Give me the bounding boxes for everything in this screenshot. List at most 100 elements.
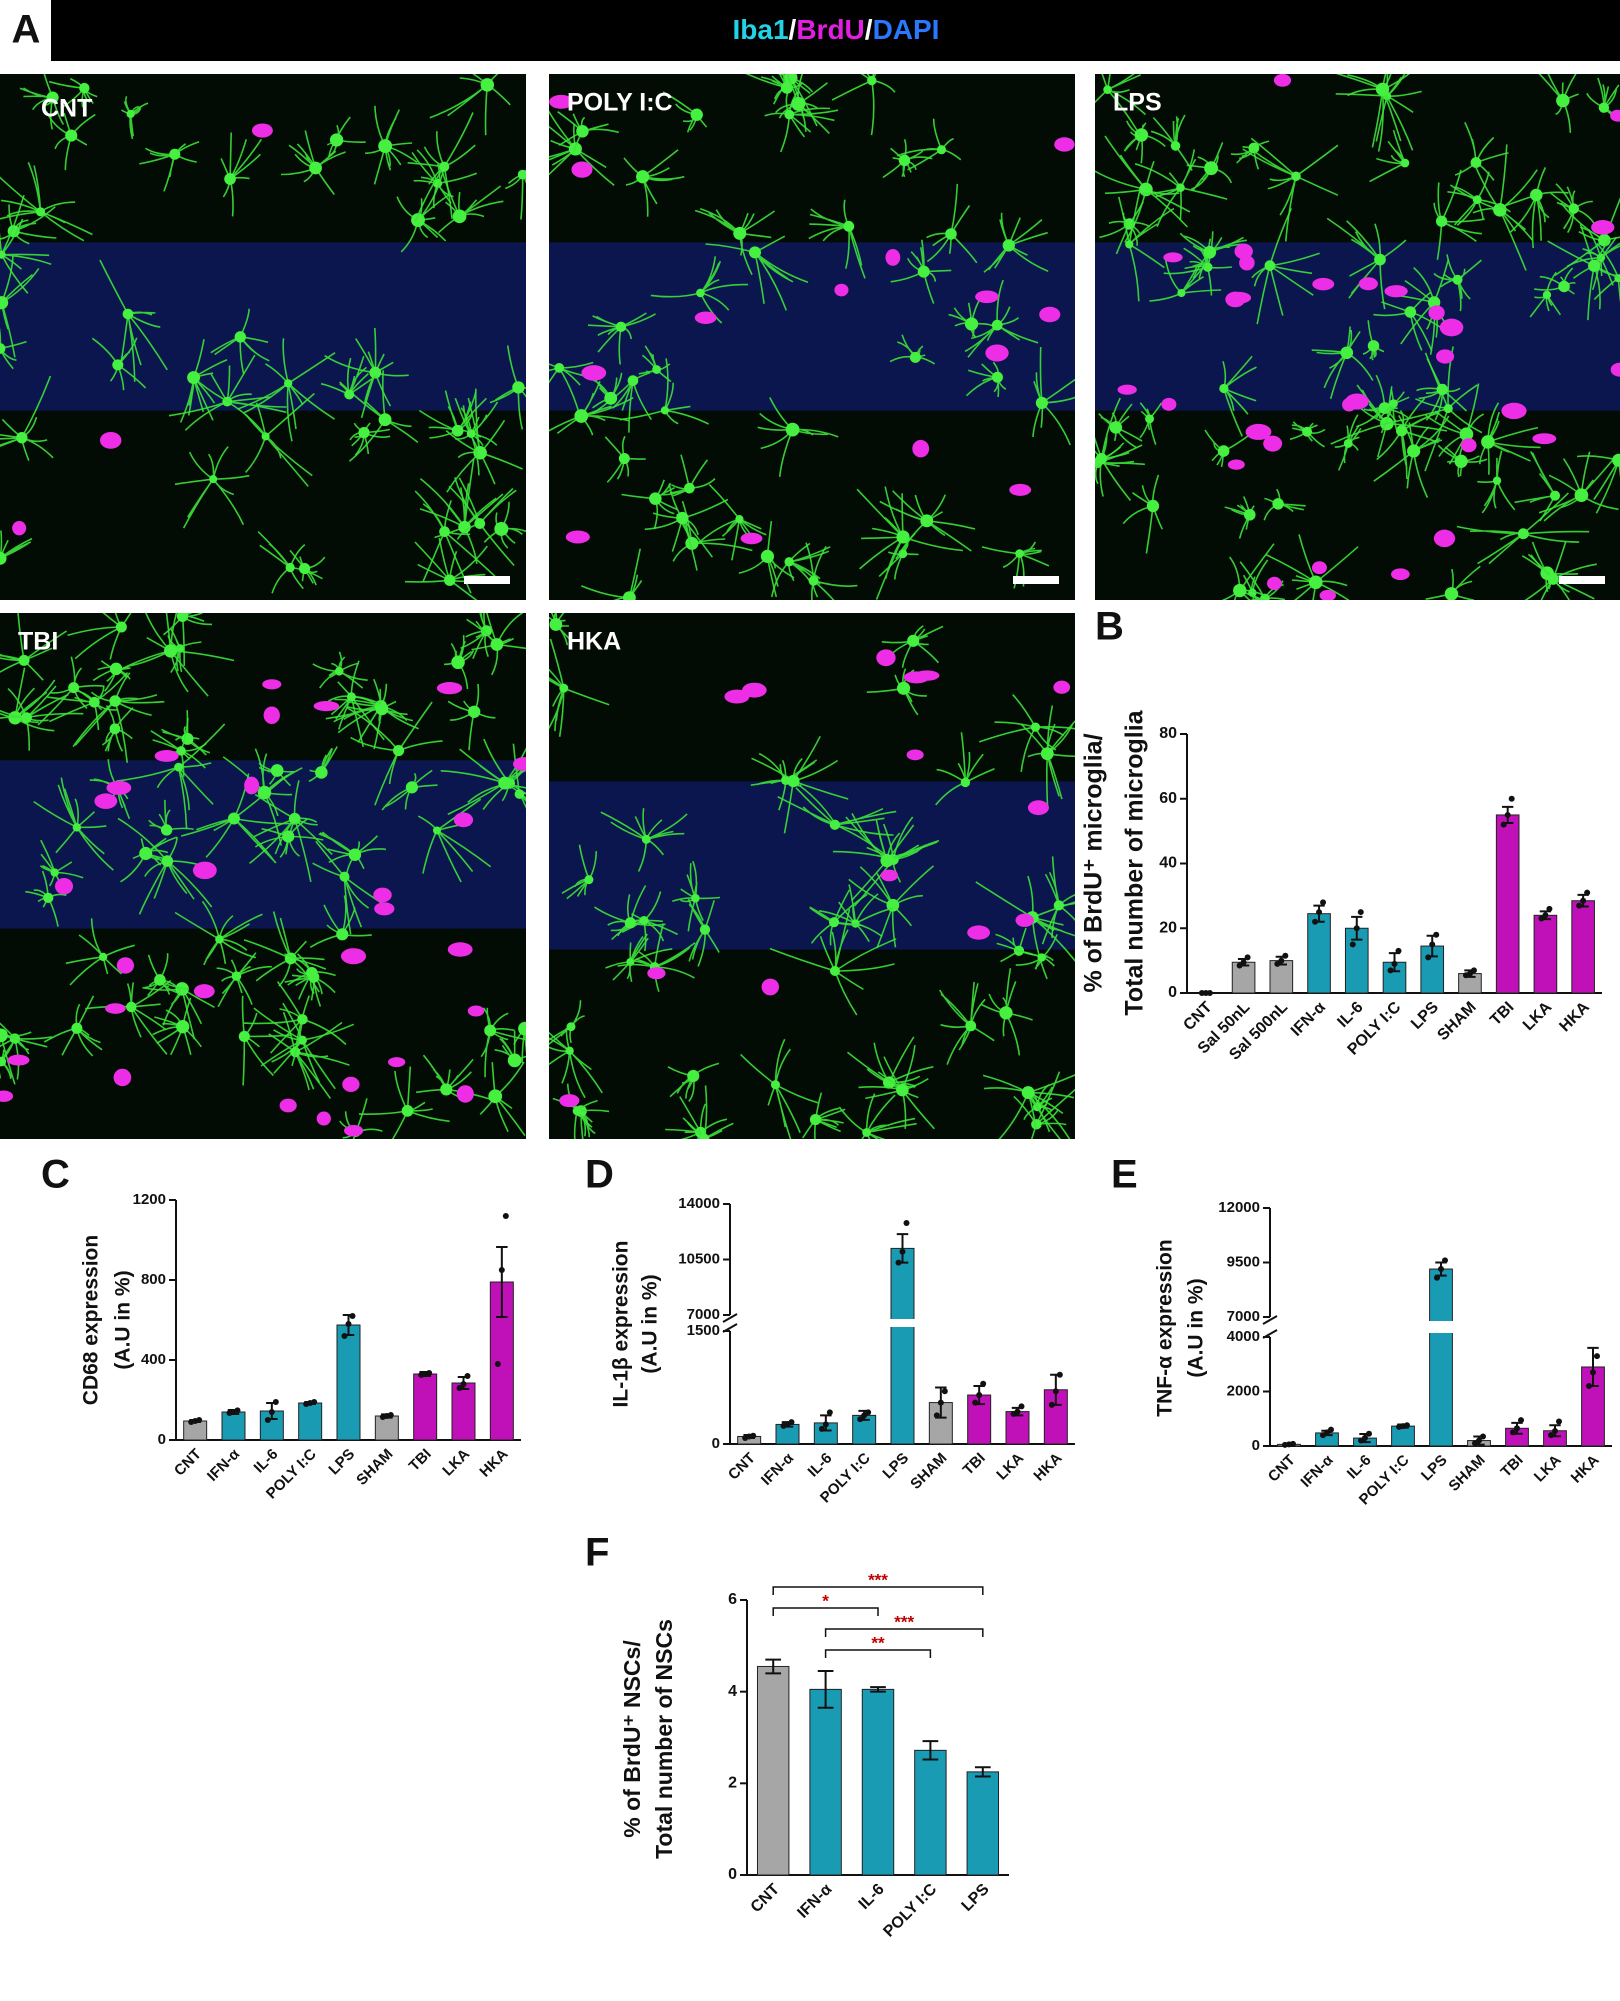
microglia-soma xyxy=(480,625,492,637)
microglia-soma xyxy=(517,169,526,180)
microglia-soma xyxy=(696,288,705,298)
microglia xyxy=(220,132,263,217)
microglia xyxy=(142,986,215,1040)
microglia xyxy=(67,613,132,660)
microglia-soma xyxy=(1407,444,1421,458)
data-point xyxy=(1048,1401,1055,1408)
microglia-soma xyxy=(1367,340,1380,352)
microglia-soma xyxy=(109,695,121,707)
microglia xyxy=(549,1027,603,1099)
brdu-nucleus xyxy=(1345,393,1369,410)
microglia xyxy=(557,111,620,154)
microglia xyxy=(1593,242,1620,303)
significance-bracket xyxy=(824,1628,984,1637)
microglia xyxy=(856,486,963,600)
x-tick-label: IFN-α xyxy=(1288,999,1329,1040)
data-point xyxy=(1552,1428,1558,1435)
microglia-soma xyxy=(1248,142,1260,154)
brdu-nucleus xyxy=(571,161,593,178)
microglia xyxy=(935,732,995,806)
brdu-nucleus xyxy=(1428,305,1445,321)
bar xyxy=(756,1665,790,1876)
error-bar xyxy=(817,1670,834,1709)
y-axis-label: Total number of NSCs xyxy=(651,1619,677,1859)
microglia xyxy=(983,212,1049,273)
microglia xyxy=(91,337,147,391)
microglia-soma xyxy=(896,1083,909,1097)
microglia-soma xyxy=(18,654,30,666)
significance-label: ** xyxy=(871,1633,885,1652)
microglia-soma xyxy=(1547,573,1559,585)
microglia-soma xyxy=(1145,414,1155,424)
data-point xyxy=(1353,925,1360,932)
y-axis-label: Total number of microglia xyxy=(1121,709,1149,1015)
microglia xyxy=(320,355,377,396)
error-bar xyxy=(922,1740,939,1761)
microglia-soma xyxy=(1612,453,1620,467)
microglia-soma xyxy=(780,81,794,94)
microglia xyxy=(45,110,96,171)
brdu-nucleus xyxy=(559,1094,580,1108)
data-point xyxy=(1438,1266,1444,1273)
microglia-soma xyxy=(1204,161,1219,176)
x-tick-label: SHAM xyxy=(1445,1452,1488,1495)
brdu-nucleus xyxy=(876,649,896,667)
data-point xyxy=(1476,1437,1482,1444)
panel-label: F xyxy=(585,1531,609,1575)
error-bar xyxy=(496,1246,508,1318)
data-point xyxy=(788,1419,795,1426)
microglia-soma xyxy=(498,776,512,790)
microglia-soma xyxy=(1031,1119,1042,1130)
microglia xyxy=(1013,1071,1075,1139)
data-point xyxy=(980,1380,987,1387)
microglia-soma xyxy=(1125,240,1134,249)
brdu-nucleus xyxy=(1161,397,1177,411)
microglia-soma xyxy=(0,1028,8,1043)
x-tick-label: SHAM xyxy=(353,1446,396,1489)
microglia-soma xyxy=(126,1001,137,1013)
microglia-soma xyxy=(1404,306,1417,318)
brdu-nucleus xyxy=(106,780,132,795)
data-point xyxy=(1052,1388,1059,1395)
panel-label: D xyxy=(585,1153,614,1197)
data-point xyxy=(1425,954,1432,961)
microglia-soma xyxy=(339,871,350,882)
x-tick-label: IFN-α xyxy=(758,1449,798,1489)
microglia xyxy=(549,361,594,415)
header-title: Iba1/BrdU/DAPI xyxy=(733,14,940,45)
data-point xyxy=(464,1373,471,1379)
micrograph xyxy=(0,613,526,1139)
brdu-nucleus xyxy=(1358,277,1378,291)
significance-label: * xyxy=(822,1591,829,1610)
error-bar xyxy=(974,1766,991,1778)
microglia xyxy=(0,685,84,751)
microglia xyxy=(280,130,346,195)
microglia-soma xyxy=(21,712,32,724)
microglia xyxy=(216,952,272,1008)
microglia-soma xyxy=(1095,453,1108,465)
header-part: BrdU xyxy=(796,14,864,45)
microglia-soma xyxy=(784,109,795,120)
microglia xyxy=(1479,402,1541,475)
microglia xyxy=(1134,149,1228,227)
microglia-soma xyxy=(215,935,224,944)
microglia-soma xyxy=(288,812,301,825)
brdu-nucleus xyxy=(761,978,780,996)
brdu-nucleus xyxy=(724,689,750,704)
microglia-soma xyxy=(43,892,54,903)
microglia-soma xyxy=(344,389,355,400)
data-point xyxy=(937,1399,944,1406)
microglia-soma xyxy=(0,551,7,565)
data-point xyxy=(1433,931,1440,938)
microglia-soma xyxy=(35,207,46,217)
microglia-soma xyxy=(1170,141,1181,151)
microglia-soma xyxy=(0,1056,7,1067)
brdu-nucleus xyxy=(1610,362,1620,377)
microglia xyxy=(1266,534,1359,600)
data-point xyxy=(387,1412,394,1418)
brdu-nucleus xyxy=(12,520,27,536)
data-point xyxy=(272,1399,279,1405)
microglia-soma xyxy=(466,429,476,438)
brdu-nucleus xyxy=(388,1057,406,1068)
microglia-soma xyxy=(50,868,59,877)
